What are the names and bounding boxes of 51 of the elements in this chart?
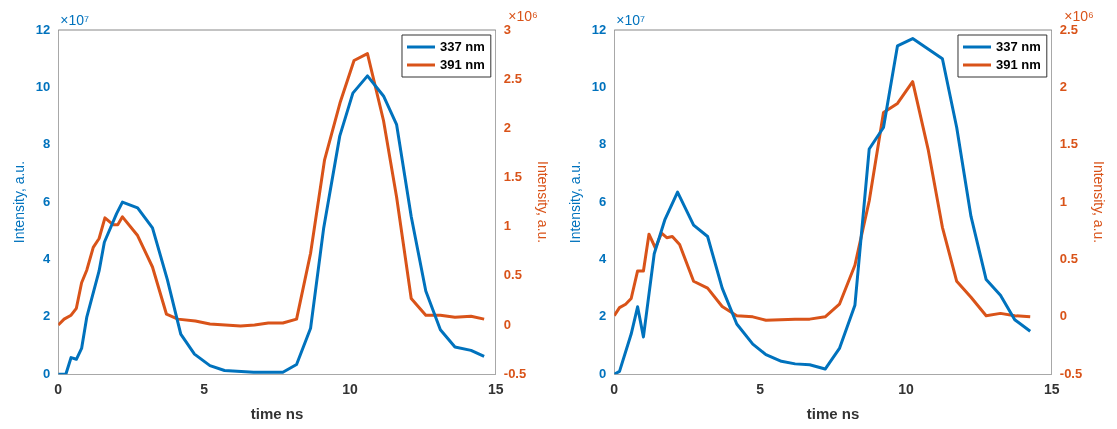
y2-tick-label: 2.5 [503, 70, 522, 86]
y-axis-title: Intensity, a.u. [567, 160, 584, 244]
y-tick-label: 10 [591, 78, 607, 94]
x-tick-label: 5 [756, 381, 765, 398]
x-tick-label: 10 [342, 381, 358, 398]
y-tick-label: 0 [43, 365, 51, 381]
y2-tick-label: 2 [503, 119, 512, 135]
x-tick-label: 5 [200, 381, 209, 398]
x-tick-label: 15 [488, 381, 504, 398]
legend-label: 337 nm [996, 38, 1041, 54]
y-tick-label: 6 [43, 193, 51, 209]
y-tick-label: 4 [43, 251, 52, 267]
y2-tick-label: -0.5 [503, 365, 527, 381]
x-axis-title: time ns [250, 405, 304, 423]
text: ×10⁶ [508, 7, 538, 24]
y2-tick-label: 0 [503, 316, 512, 332]
y2-tick-label: 0 [1059, 308, 1068, 324]
y2-tick-label: 1 [503, 218, 512, 234]
text: ×10⁷ [60, 11, 90, 28]
y2-tick-label: 1.5 [503, 169, 522, 185]
y-tick-label: 0 [599, 365, 607, 381]
y2-tick-label: 0.5 [503, 267, 522, 283]
y-axis-title: Intensity, a.u. [11, 160, 28, 244]
y-tick-label: 2 [599, 308, 607, 324]
legend-label: 391 nm [440, 56, 485, 72]
x-axis-title: time ns [806, 405, 860, 423]
x-tick-label: 0 [54, 381, 63, 398]
y2-tick-label: 1.5 [1059, 136, 1078, 152]
y2-tick-label: 0.5 [1059, 251, 1078, 267]
y-tick-label: 12 [35, 21, 51, 37]
y2-tick-label: 3 [503, 21, 512, 37]
y2-axis-title: Intensity, a.u. [1090, 160, 1107, 244]
y-tick-label: 8 [43, 136, 51, 152]
y-tick-label: 10 [35, 78, 51, 94]
legend-label: 391 nm [996, 56, 1041, 72]
y2-tick-label: 1 [1059, 193, 1068, 209]
text: ×10⁷ [616, 11, 646, 28]
y-tick-label: 8 [599, 136, 607, 152]
y-tick-label: 12 [591, 21, 607, 37]
legend-label: 337 nm [440, 38, 485, 54]
y-tick-label: 4 [599, 251, 608, 267]
y2-axis-title: Intensity, a.u. [534, 160, 551, 244]
y2-tick-label: 2.5 [1059, 21, 1078, 37]
y2-tick-label: -0.5 [1059, 365, 1083, 381]
y-tick-label: 6 [599, 193, 607, 209]
y2-tick-label: 2 [1059, 78, 1068, 94]
y-tick-label: 2 [43, 308, 51, 324]
x-tick-label: 0 [610, 381, 619, 398]
x-tick-label: 15 [1044, 381, 1060, 398]
text: ×10⁶ [1064, 7, 1094, 24]
x-tick-label: 10 [898, 381, 914, 398]
